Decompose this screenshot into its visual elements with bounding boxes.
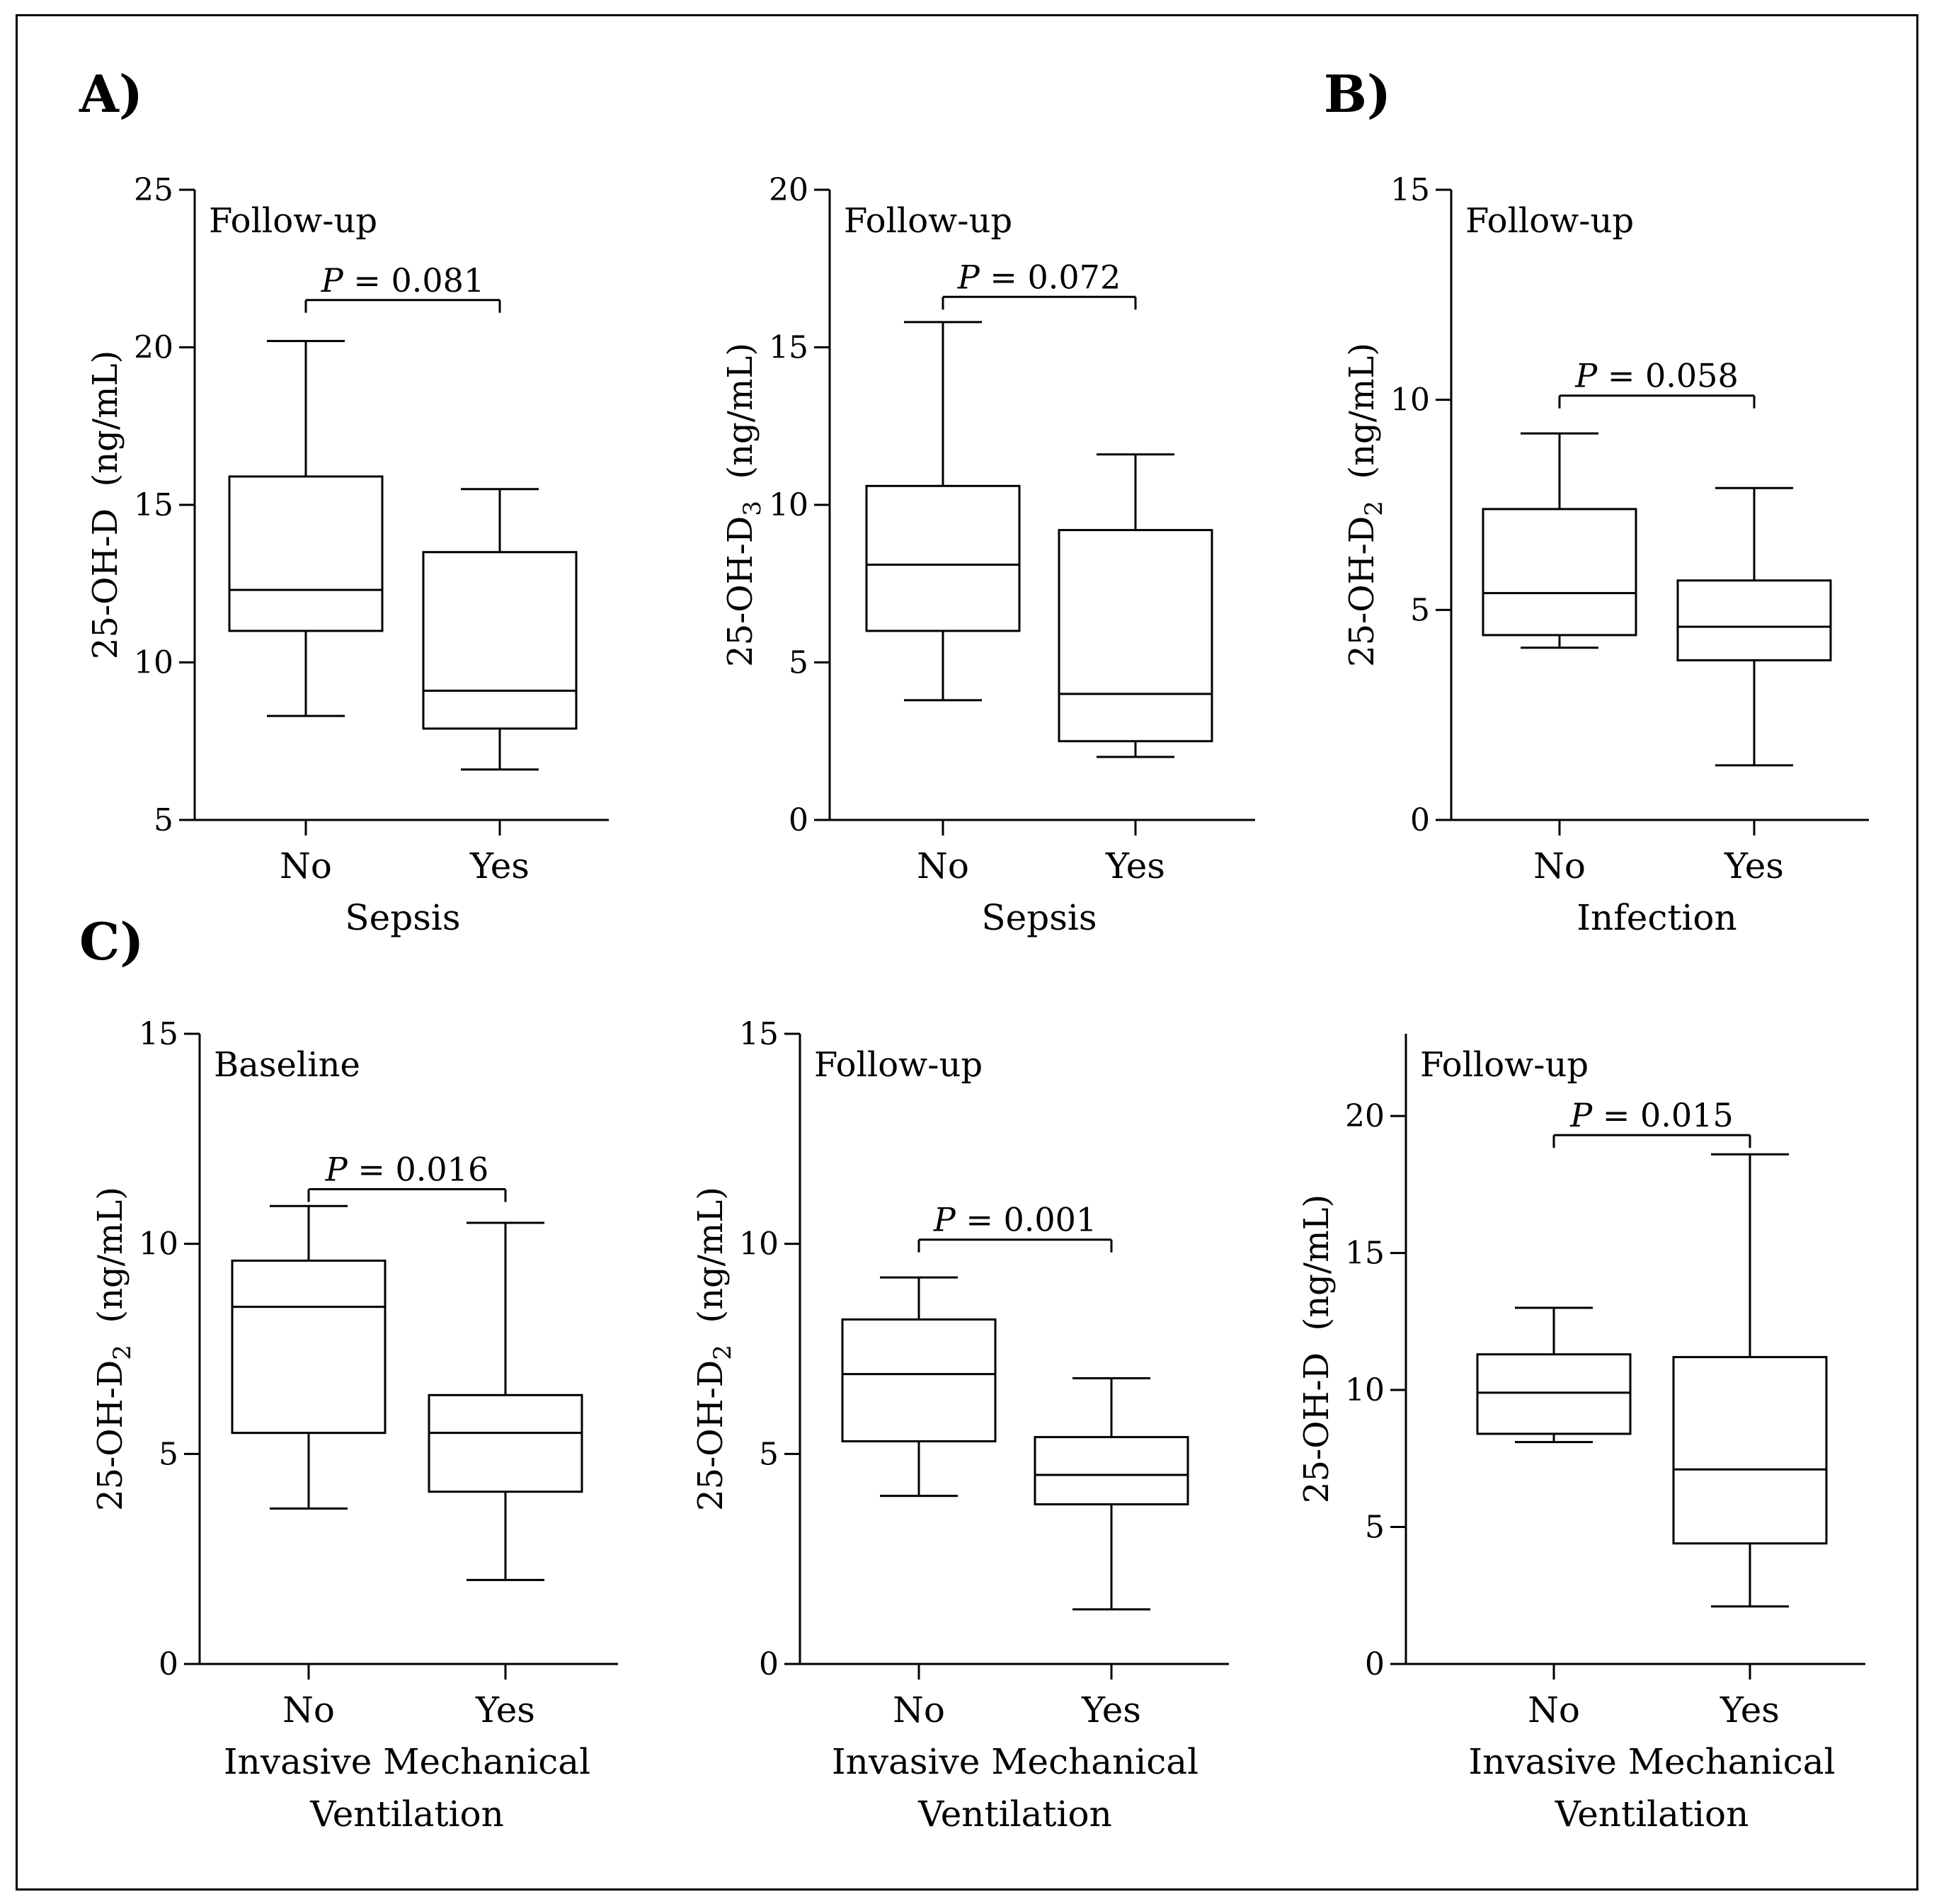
panel-label-c: C) [79, 911, 144, 971]
chart6-x-axis-label: Ventilation [1555, 1794, 1749, 1835]
chart6-y-tick-label: 5 [1365, 1510, 1385, 1546]
chart1-y-tick-label: 20 [134, 330, 173, 366]
chart5-x-axis-label: Ventilation [917, 1794, 1112, 1835]
chart1-category-label: Yes [469, 845, 530, 887]
chart4-subtitle: Baseline [214, 1045, 360, 1085]
chart3-y-tick-label: 0 [1410, 802, 1430, 838]
chart4-y-axis-label: 25-OH-D2 (ng/mL) [91, 1187, 137, 1511]
chart2-y-tick-label: 15 [769, 330, 808, 366]
chart5-box [841, 1318, 997, 1443]
chart6-category-label: No [1528, 1689, 1580, 1731]
chart1-box [422, 551, 578, 730]
chart2-category-label: Yes [1105, 845, 1165, 887]
chart6-y-tick-label: 20 [1345, 1098, 1385, 1134]
chart3-y-tick-label: 15 [1390, 172, 1430, 208]
chart5-subtitle: Follow-up [814, 1045, 983, 1085]
chart6-subtitle: Follow-up [1420, 1045, 1589, 1085]
chart3-x-axis-label: Infection [1577, 897, 1736, 938]
chart2-box [1058, 529, 1213, 743]
chart3-category-label: No [1533, 845, 1586, 887]
chart6-x-axis-label: Invasive Mechanical [1468, 1741, 1835, 1782]
chart4-y-tick-label: 10 [139, 1226, 178, 1262]
chart1-subtitle: Follow-up [209, 201, 377, 241]
chart1-x-axis-label: Sepsis [345, 897, 460, 938]
chart6-y-tick-label: 15 [1345, 1236, 1385, 1272]
chart5-category-label: No [893, 1689, 945, 1731]
chart4-pvalue-label: P = 0.016 [325, 1151, 488, 1189]
chart6-y-tick-label: 0 [1365, 1646, 1385, 1682]
chart2-x-axis-label: Sepsis [981, 897, 1097, 938]
chart6-y-axis-label: 25-OH-D (ng/mL) [1297, 1195, 1337, 1503]
chart1-y-axis-label: 25-OH-D (ng/mL) [86, 350, 125, 659]
chart4-box [231, 1259, 387, 1435]
chart4-x-axis-label: Invasive Mechanical [224, 1741, 590, 1782]
chart6-pvalue-label: P = 0.015 [1569, 1096, 1733, 1134]
chart3-y-axis-label: 25-OH-D2 (ng/mL) [1342, 343, 1388, 667]
chart1-y-tick-label: 15 [134, 487, 173, 523]
chart1-y-tick-label: 5 [154, 802, 173, 838]
chart5-y-tick-label: 15 [739, 1016, 779, 1052]
chart4-x-axis-label: Ventilation [309, 1794, 504, 1835]
panel-label-a: A) [79, 64, 143, 124]
chart5-y-axis-label: 25-OH-D2 (ng/mL) [691, 1187, 737, 1511]
chart3-y-tick-label: 10 [1390, 382, 1430, 418]
chart1-y-tick-label: 25 [134, 172, 173, 208]
chart6-category-label: Yes [1720, 1689, 1780, 1731]
chart5-x-axis-label: Invasive Mechanical [832, 1741, 1198, 1782]
panel-label-b: B) [1324, 64, 1391, 124]
chart5-box [1034, 1436, 1189, 1506]
chart2-y-tick-label: 20 [769, 172, 808, 208]
chart1-box [228, 475, 384, 632]
chart2-category-label: No [917, 845, 969, 887]
chart4-box [428, 1393, 583, 1493]
chart3-box [1482, 508, 1637, 637]
chart1-y-tick-label: 10 [134, 645, 173, 681]
chart3-box [1676, 579, 1832, 662]
chart6-y-tick-label: 10 [1345, 1372, 1385, 1408]
chart4-y-tick-label: 15 [139, 1016, 178, 1052]
chart5-category-label: Yes [1081, 1689, 1141, 1731]
chart5-y-tick-label: 5 [759, 1436, 779, 1472]
chart5-y-tick-label: 10 [739, 1226, 779, 1262]
chart3-subtitle: Follow-up [1465, 201, 1634, 241]
chart2-y-tick-label: 5 [789, 645, 808, 681]
figure-frame [16, 14, 1918, 1891]
chart5-pvalue-label: P = 0.001 [933, 1201, 1097, 1239]
chart4-category-label: Yes [475, 1689, 535, 1731]
chart6-box [1476, 1353, 1632, 1435]
chart3-pvalue-label: P = 0.058 [1574, 357, 1738, 395]
chart2-y-tick-label: 10 [769, 487, 808, 523]
chart4-y-tick-label: 0 [159, 1646, 178, 1682]
chart2-subtitle: Follow-up [844, 201, 1012, 241]
chart1-category-label: No [280, 845, 332, 887]
chart2-y-tick-label: 0 [789, 802, 808, 838]
chart4-y-tick-label: 5 [159, 1436, 178, 1472]
chart2-box [865, 484, 1021, 632]
chart3-category-label: Yes [1724, 845, 1784, 887]
chart3-y-tick-label: 5 [1410, 592, 1430, 628]
chart5-y-tick-label: 0 [759, 1646, 779, 1682]
chart4-category-label: No [282, 1689, 335, 1731]
chart6-box [1672, 1356, 1828, 1545]
chart2-y-axis-label: 25-OH-D3 (ng/mL) [721, 343, 767, 667]
chart2-pvalue-label: P = 0.072 [957, 258, 1121, 296]
chart1-pvalue-label: P = 0.081 [321, 261, 484, 300]
